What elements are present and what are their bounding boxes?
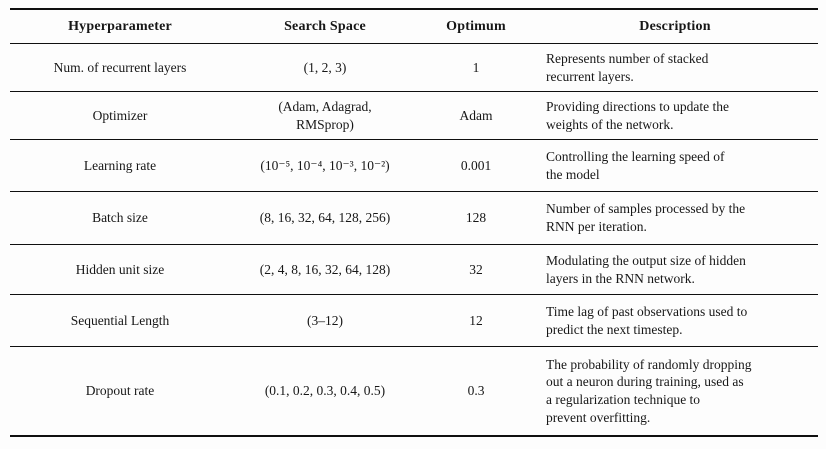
cell-description: Number of samples processed by the RNN p… bbox=[532, 191, 818, 245]
cell-hyperparameter: Num. of recurrent layers bbox=[10, 43, 230, 92]
cell-hyperparameter: Optimizer bbox=[10, 91, 230, 140]
table-body: Num. of recurrent layers (1, 2, 3) 1 Rep… bbox=[10, 43, 818, 437]
cell-hyperparameter: Batch size bbox=[10, 191, 230, 245]
cell-hyperparameter: Hidden unit size bbox=[10, 244, 230, 295]
cell-hyperparameter: Learning rate bbox=[10, 139, 230, 192]
table-row: Sequential Length (3–12) 12 Time lag of … bbox=[10, 294, 818, 347]
table-header: Hyperparameter Search Space Optimum Desc… bbox=[10, 9, 818, 44]
cell-optimum: 0.001 bbox=[420, 139, 532, 192]
cell-hyperparameter: Dropout rate bbox=[85, 383, 155, 399]
column-header-search-space: Search Space bbox=[230, 9, 420, 44]
cell-description: Providing directions to update the weigh… bbox=[532, 91, 818, 140]
column-header-hyperparameter: Hyperparameter bbox=[10, 9, 230, 44]
column-header-optimum: Optimum bbox=[420, 9, 532, 44]
cell-optimum: 12 bbox=[420, 294, 532, 347]
table-row: Hidden unit size (2, 4, 8, 16, 32, 64, 1… bbox=[10, 244, 818, 295]
cell-description: Controlling the learning speed of the mo… bbox=[532, 139, 818, 192]
hyperparameter-table: Hyperparameter Search Space Optimum Desc… bbox=[10, 8, 818, 437]
cell-search-space: (3–12) bbox=[230, 294, 420, 347]
cell-description: Time lag of past observations used to pr… bbox=[532, 294, 818, 347]
table-row: Num. of recurrent layers (1, 2, 3) 1 Rep… bbox=[10, 43, 818, 92]
table-row: Learning rate (10⁻⁵, 10⁻⁴, 10⁻³, 10⁻²) 0… bbox=[10, 139, 818, 192]
cell-optimum: 128 bbox=[420, 191, 532, 245]
cell-description: Represents number of stacked recurrent l… bbox=[532, 43, 818, 92]
cell-optimum: Adam bbox=[420, 91, 532, 140]
cell-optimum: 1 bbox=[420, 43, 532, 92]
cell-optimum: 32 bbox=[420, 244, 532, 295]
cell-search-space: (Adam, Adagrad, RMSprop) bbox=[230, 91, 420, 140]
cell-search-space: (2, 4, 8, 16, 32, 64, 128) bbox=[230, 244, 420, 295]
cell-description: The probability of randomly dropping out… bbox=[546, 356, 752, 425]
cell-hyperparameter: Sequential Length bbox=[10, 294, 230, 347]
cell-search-space: (0.1, 0.2, 0.3, 0.4, 0.5) bbox=[264, 383, 386, 399]
cell-optimum: 0.3 bbox=[467, 383, 485, 399]
table-row: Dropout rate (0.1, 0.2, 0.3, 0.4, 0.5) 0… bbox=[10, 347, 818, 437]
header-row: Hyperparameter Search Space Optimum Desc… bbox=[10, 9, 818, 44]
cell-search-space: (1, 2, 3) bbox=[230, 43, 420, 92]
cell-search-space: (8, 16, 32, 64, 128, 256) bbox=[230, 191, 420, 245]
table-row: Optimizer (Adam, Adagrad, RMSprop) Adam … bbox=[10, 91, 818, 140]
cell-search-space: (10⁻⁵, 10⁻⁴, 10⁻³, 10⁻²) bbox=[230, 139, 420, 192]
table-row: Batch size (8, 16, 32, 64, 128, 256) 128… bbox=[10, 191, 818, 245]
cell-description: Modulating the output size of hidden lay… bbox=[532, 244, 818, 295]
column-header-description: Description bbox=[532, 9, 818, 44]
